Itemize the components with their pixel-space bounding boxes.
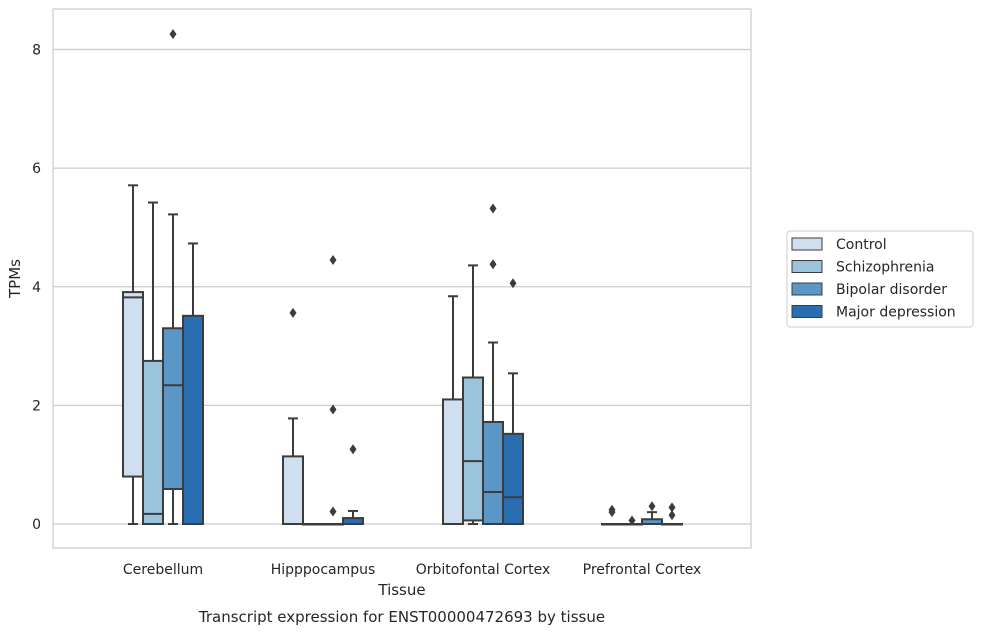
legend-frame: [786, 230, 974, 328]
x-tick-label: Orbitofontal Cortex: [416, 562, 551, 578]
outlier-point: [329, 255, 337, 266]
x-tick-label: Prefrontal Cortex: [583, 562, 702, 578]
outlier-point: [289, 307, 297, 318]
outlier-point: [668, 510, 676, 521]
plot-frame: [52, 8, 752, 549]
outlier-point: [329, 404, 337, 415]
legend: Control Schizophrenia Bipolar disorder Majo…: [786, 230, 974, 328]
box-major-depression: [661, 502, 683, 526]
box-body: [442, 398, 464, 526]
boxes-layer: [122, 29, 683, 526]
box-bipolar-disorder: [641, 501, 663, 526]
y-tick-label: 0: [32, 517, 41, 533]
box-major-depression: [182, 242, 204, 525]
outlier-point: [489, 259, 497, 270]
x-tick-label: Hipppocampus: [271, 562, 376, 578]
box-body: [462, 376, 484, 522]
box-body: [482, 420, 504, 526]
box-schizophrenia: [142, 201, 164, 525]
chart-caption: Transcript expression for ENST0000047269…: [198, 608, 605, 626]
outlier-point: [668, 502, 676, 513]
box-schizophrenia: [462, 264, 484, 525]
box-major-depression: [342, 444, 364, 525]
box-control: [442, 295, 464, 526]
box-control: [122, 184, 144, 525]
legend-label: Schizophrenia: [836, 260, 934, 276]
box-body: [502, 432, 524, 525]
box-schizophrenia: [302, 523, 324, 526]
box-body: [182, 314, 204, 525]
legend-swatch: [791, 282, 823, 296]
box-control: [282, 307, 304, 526]
legend-label: Major depression: [836, 305, 956, 321]
outlier-point: [648, 501, 656, 512]
legend-label: Control: [836, 237, 887, 253]
legend-label: Bipolar disorder: [836, 282, 947, 298]
legend-swatch: [791, 260, 823, 273]
outlier-point: [608, 504, 616, 515]
outlier-point: [329, 506, 337, 517]
legend-swatch: [791, 237, 823, 251]
box-body: [162, 327, 184, 491]
box-control: [601, 504, 623, 526]
box-body: [282, 455, 304, 526]
outlier-point: [628, 515, 636, 526]
outlier-point: [509, 278, 517, 289]
outlier-point: [169, 29, 177, 40]
y-tick-labels: 0 2 4 6 8: [32, 43, 41, 534]
box-bipolar-disorder: [322, 255, 344, 526]
y-tick-label: 2: [32, 398, 41, 414]
y-axis-label: TPMs: [6, 259, 24, 299]
box-bipolar-disorder: [162, 29, 184, 525]
x-axis-label: Tissue: [377, 581, 425, 599]
x-tick-label: Cerebellum: [123, 562, 203, 578]
box-bipolar-disorder: [482, 203, 504, 526]
box-body: [122, 291, 144, 478]
box-major-depression: [502, 278, 524, 525]
x-tick-labels: Cerebellum Hipppocampus Orbitofontal Corte…: [123, 562, 701, 578]
box-body: [142, 359, 164, 525]
y-tick-label: 6: [32, 161, 41, 177]
legend-swatch: [791, 305, 823, 318]
y-tick-label: 4: [32, 280, 41, 296]
outlier-point: [349, 444, 357, 455]
box-schizophrenia: [621, 515, 643, 526]
y-tick-label: 8: [32, 43, 41, 59]
outlier-point: [489, 203, 497, 214]
